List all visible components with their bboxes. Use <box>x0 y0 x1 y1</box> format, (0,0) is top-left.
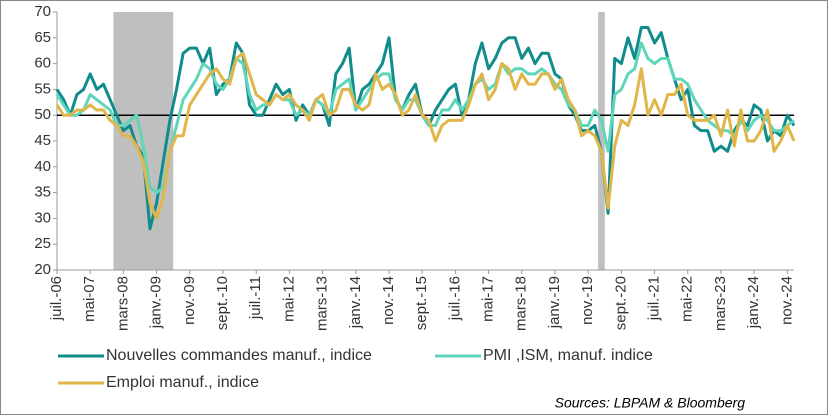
y-tick-label: 25 <box>34 235 51 252</box>
series-line <box>55 41 795 195</box>
y-tick-label: 60 <box>34 55 51 72</box>
y-tick-label: 20 <box>34 261 51 278</box>
x-tick-label: janv.-19 <box>546 276 563 329</box>
x-tick-label: janv.-09 <box>148 276 165 329</box>
x-tick-label: mars-18 <box>513 276 530 331</box>
legend-label: PMI ,ISM, manuf. indice <box>483 347 653 364</box>
x-tick-label: juil.-21 <box>646 276 663 321</box>
x-tick-label: mai-07 <box>81 276 98 322</box>
x-tick-label: nov.-19 <box>579 276 596 325</box>
y-tick-label: 50 <box>34 106 51 123</box>
x-tick-label: mai-12 <box>280 276 297 322</box>
y-tick-label: 70 <box>34 3 51 20</box>
shaded-period <box>598 12 605 270</box>
x-tick-label: janv.-14 <box>347 276 364 329</box>
x-tick-label: mars-13 <box>314 276 331 331</box>
x-tick-label: janv.-24 <box>745 276 762 329</box>
x-tick-label: sept.-10 <box>214 276 231 330</box>
x-tick-label: juil.-11 <box>247 276 264 320</box>
y-tick-label: 40 <box>34 158 51 175</box>
y-tick-label: 65 <box>34 29 51 46</box>
series-line <box>55 51 796 220</box>
source: Sources: LBPAM & Bloomberg <box>555 395 746 411</box>
x-tick-label: juil.-16 <box>446 276 463 321</box>
y-tick-label: 30 <box>34 209 51 226</box>
legend-label: Emploi manuf., indice <box>106 374 259 391</box>
y-tick-label: 45 <box>34 132 51 149</box>
x-tick-label: mars-08 <box>114 276 131 331</box>
x-tick-label: nov.-09 <box>181 276 198 325</box>
y-tick-label: 35 <box>34 184 51 201</box>
x-tick-label: mars-23 <box>712 276 729 331</box>
y-tick-label: 55 <box>34 80 51 97</box>
x-tick-label: sept.-20 <box>612 276 629 330</box>
x-tick-label: mai-22 <box>679 276 696 322</box>
x-tick-label: nov.-24 <box>778 276 795 325</box>
legend-label: Nouvelles commandes manuf., indice <box>106 347 372 364</box>
x-tick-label: mai-17 <box>480 276 497 322</box>
x-tick-label: sept.-15 <box>413 276 430 330</box>
x-tick-label: juil.-06 <box>48 276 65 321</box>
x-tick-label: nov.-14 <box>380 276 397 325</box>
